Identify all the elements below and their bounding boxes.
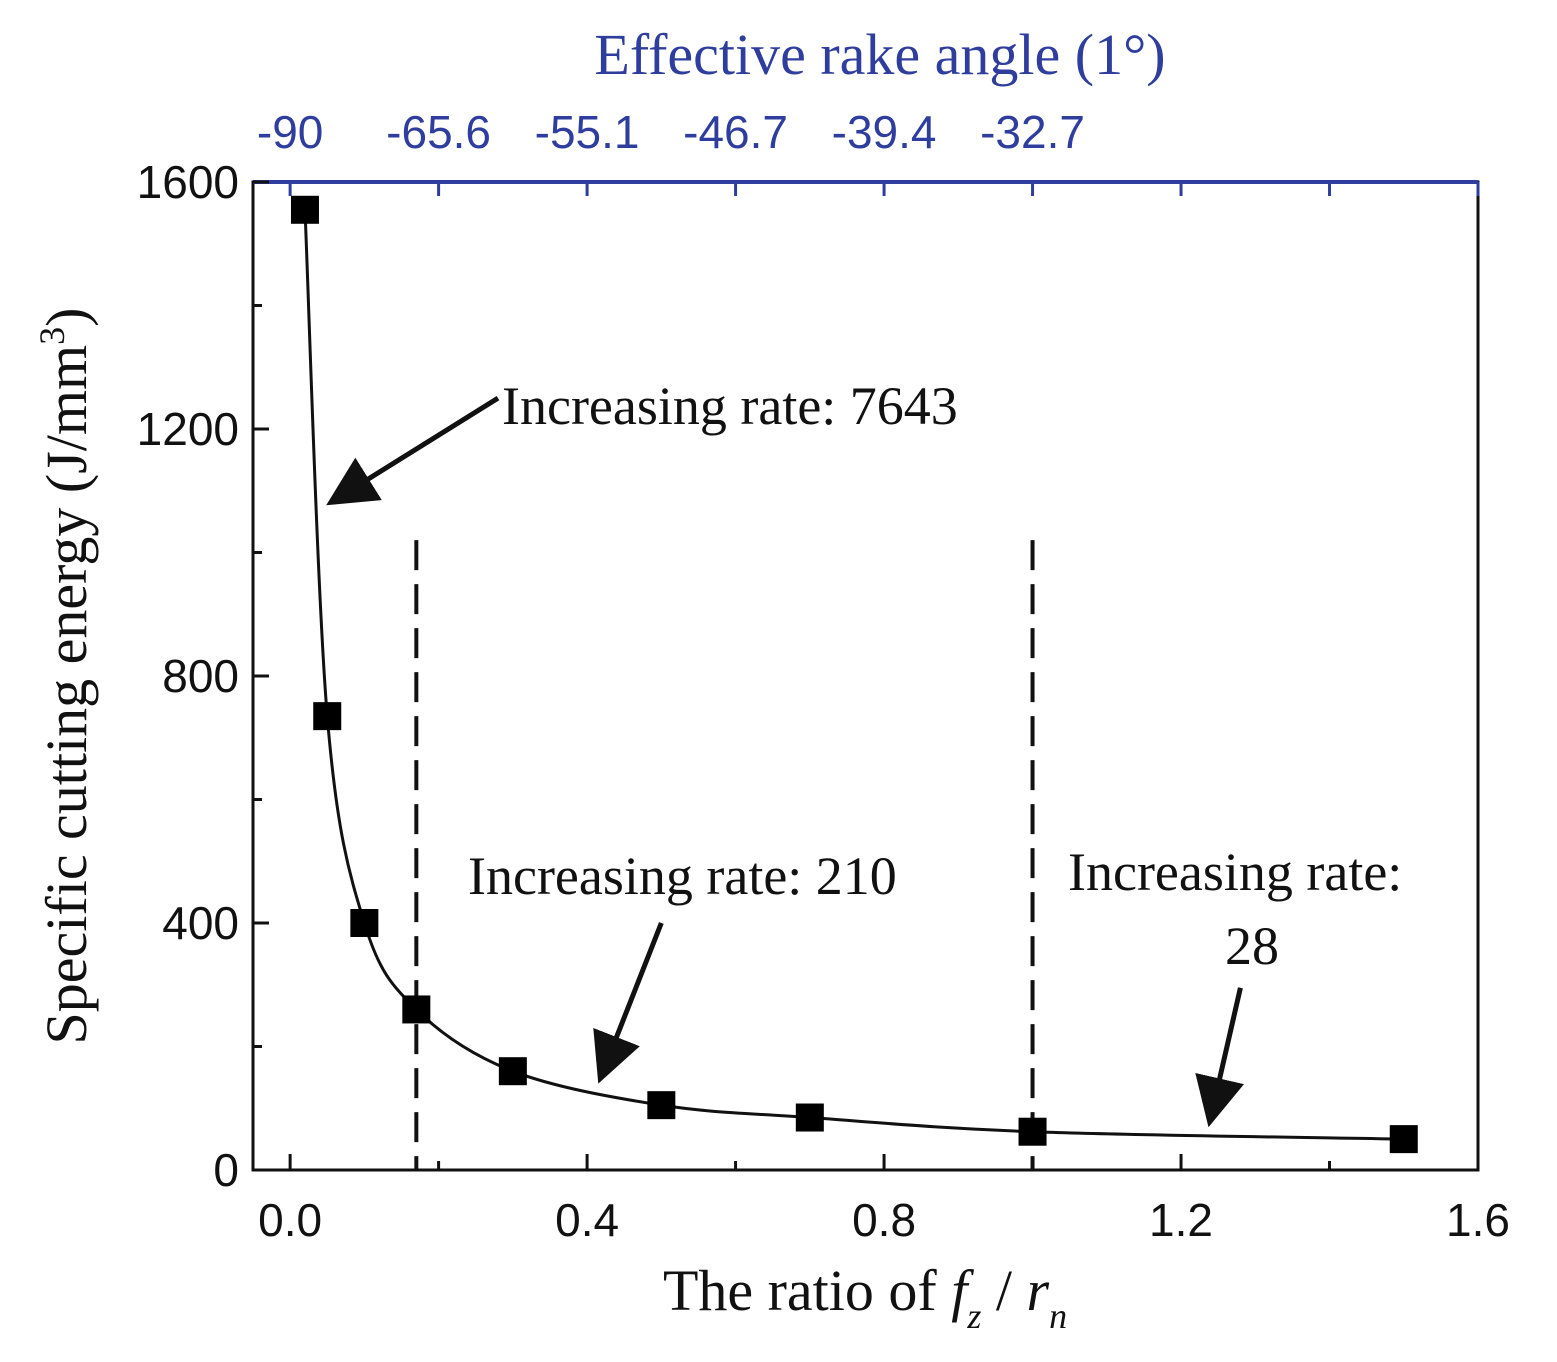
- top-tick-label-3: -46.7: [683, 106, 788, 158]
- data-point-1: [313, 702, 342, 731]
- data-point-5: [647, 1091, 676, 1120]
- x-tick-label-0: 0.0: [258, 1194, 322, 1246]
- annotation-arrow-2: [1195, 987, 1245, 1128]
- annotation-arrow-1: [593, 922, 664, 1084]
- x-axis-label: The ratio of fz / rn: [663, 1258, 1067, 1336]
- top-tick-label-1: -65.6: [386, 106, 491, 158]
- axis-ticks: [253, 180, 1480, 1172]
- annotation-arrows: [326, 396, 1245, 1128]
- top-tick-label-2: -55.1: [535, 106, 640, 158]
- x-label-slash: /: [981, 1258, 1026, 1323]
- y-tick-label-1: 400: [162, 897, 239, 949]
- data-point-7: [1018, 1117, 1047, 1146]
- x-tick-label-2: 0.8: [852, 1194, 916, 1246]
- x-label-sub2: n: [1049, 1296, 1067, 1336]
- top-tick-label-4: -39.4: [832, 106, 937, 158]
- y-label-sup: 3: [32, 327, 72, 345]
- x-label-sub1: z: [966, 1296, 981, 1336]
- data-point-2: [350, 909, 379, 937]
- x-tick-labels: 0.0 0.4 0.8 1.2 1.6: [258, 1194, 1510, 1246]
- y-tick-label-3: 1200: [137, 403, 239, 455]
- top-tick-labels: -90 -65.6 -55.1 -46.7 -39.4 -32.7: [257, 106, 1085, 158]
- plot-frame: [251, 180, 1480, 1172]
- annotation-arrow-0: [326, 396, 500, 506]
- annotation-rate-7643: Increasing rate: 7643: [502, 376, 958, 436]
- x-tick-label-3: 1.2: [1149, 1194, 1213, 1246]
- y-label-main: Specific cutting energy (J/mm: [34, 345, 99, 1045]
- x-label-prefix: The ratio of: [663, 1258, 951, 1323]
- y-tick-label-2: 800: [162, 650, 239, 702]
- y-tick-label-0: 0: [213, 1144, 239, 1196]
- x-label-var2: r: [1026, 1258, 1049, 1323]
- y-tick-label-4: 1600: [137, 156, 239, 208]
- series-points: [290, 195, 1418, 1154]
- y-axis-label: Specific cutting energy (J/mm3): [32, 308, 99, 1045]
- x-tick-label-1: 0.4: [555, 1194, 619, 1246]
- y-label-close: ): [34, 308, 99, 327]
- y-tick-labels: 0 400 800 1200 1600: [137, 156, 239, 1196]
- x-tick-label-4: 1.6: [1446, 1194, 1510, 1246]
- top-tick-label-5: -32.7: [980, 106, 1085, 158]
- data-point-3: [402, 995, 431, 1024]
- top-axis-title: Effective rake angle (1°): [594, 22, 1165, 87]
- top-tick-label-0: -90: [257, 106, 323, 158]
- data-point-8: [1389, 1125, 1418, 1154]
- annotation-rate-210: Increasing rate: 210: [468, 846, 897, 906]
- annotation-rate-28-line2: 28: [1225, 916, 1279, 976]
- data-point-0: [290, 195, 319, 224]
- dashed-divider-lines: [414, 540, 1035, 1170]
- data-point-4: [498, 1057, 527, 1086]
- annotation-rate-28-line1: Increasing rate:: [1068, 842, 1402, 902]
- data-point-6: [795, 1103, 824, 1132]
